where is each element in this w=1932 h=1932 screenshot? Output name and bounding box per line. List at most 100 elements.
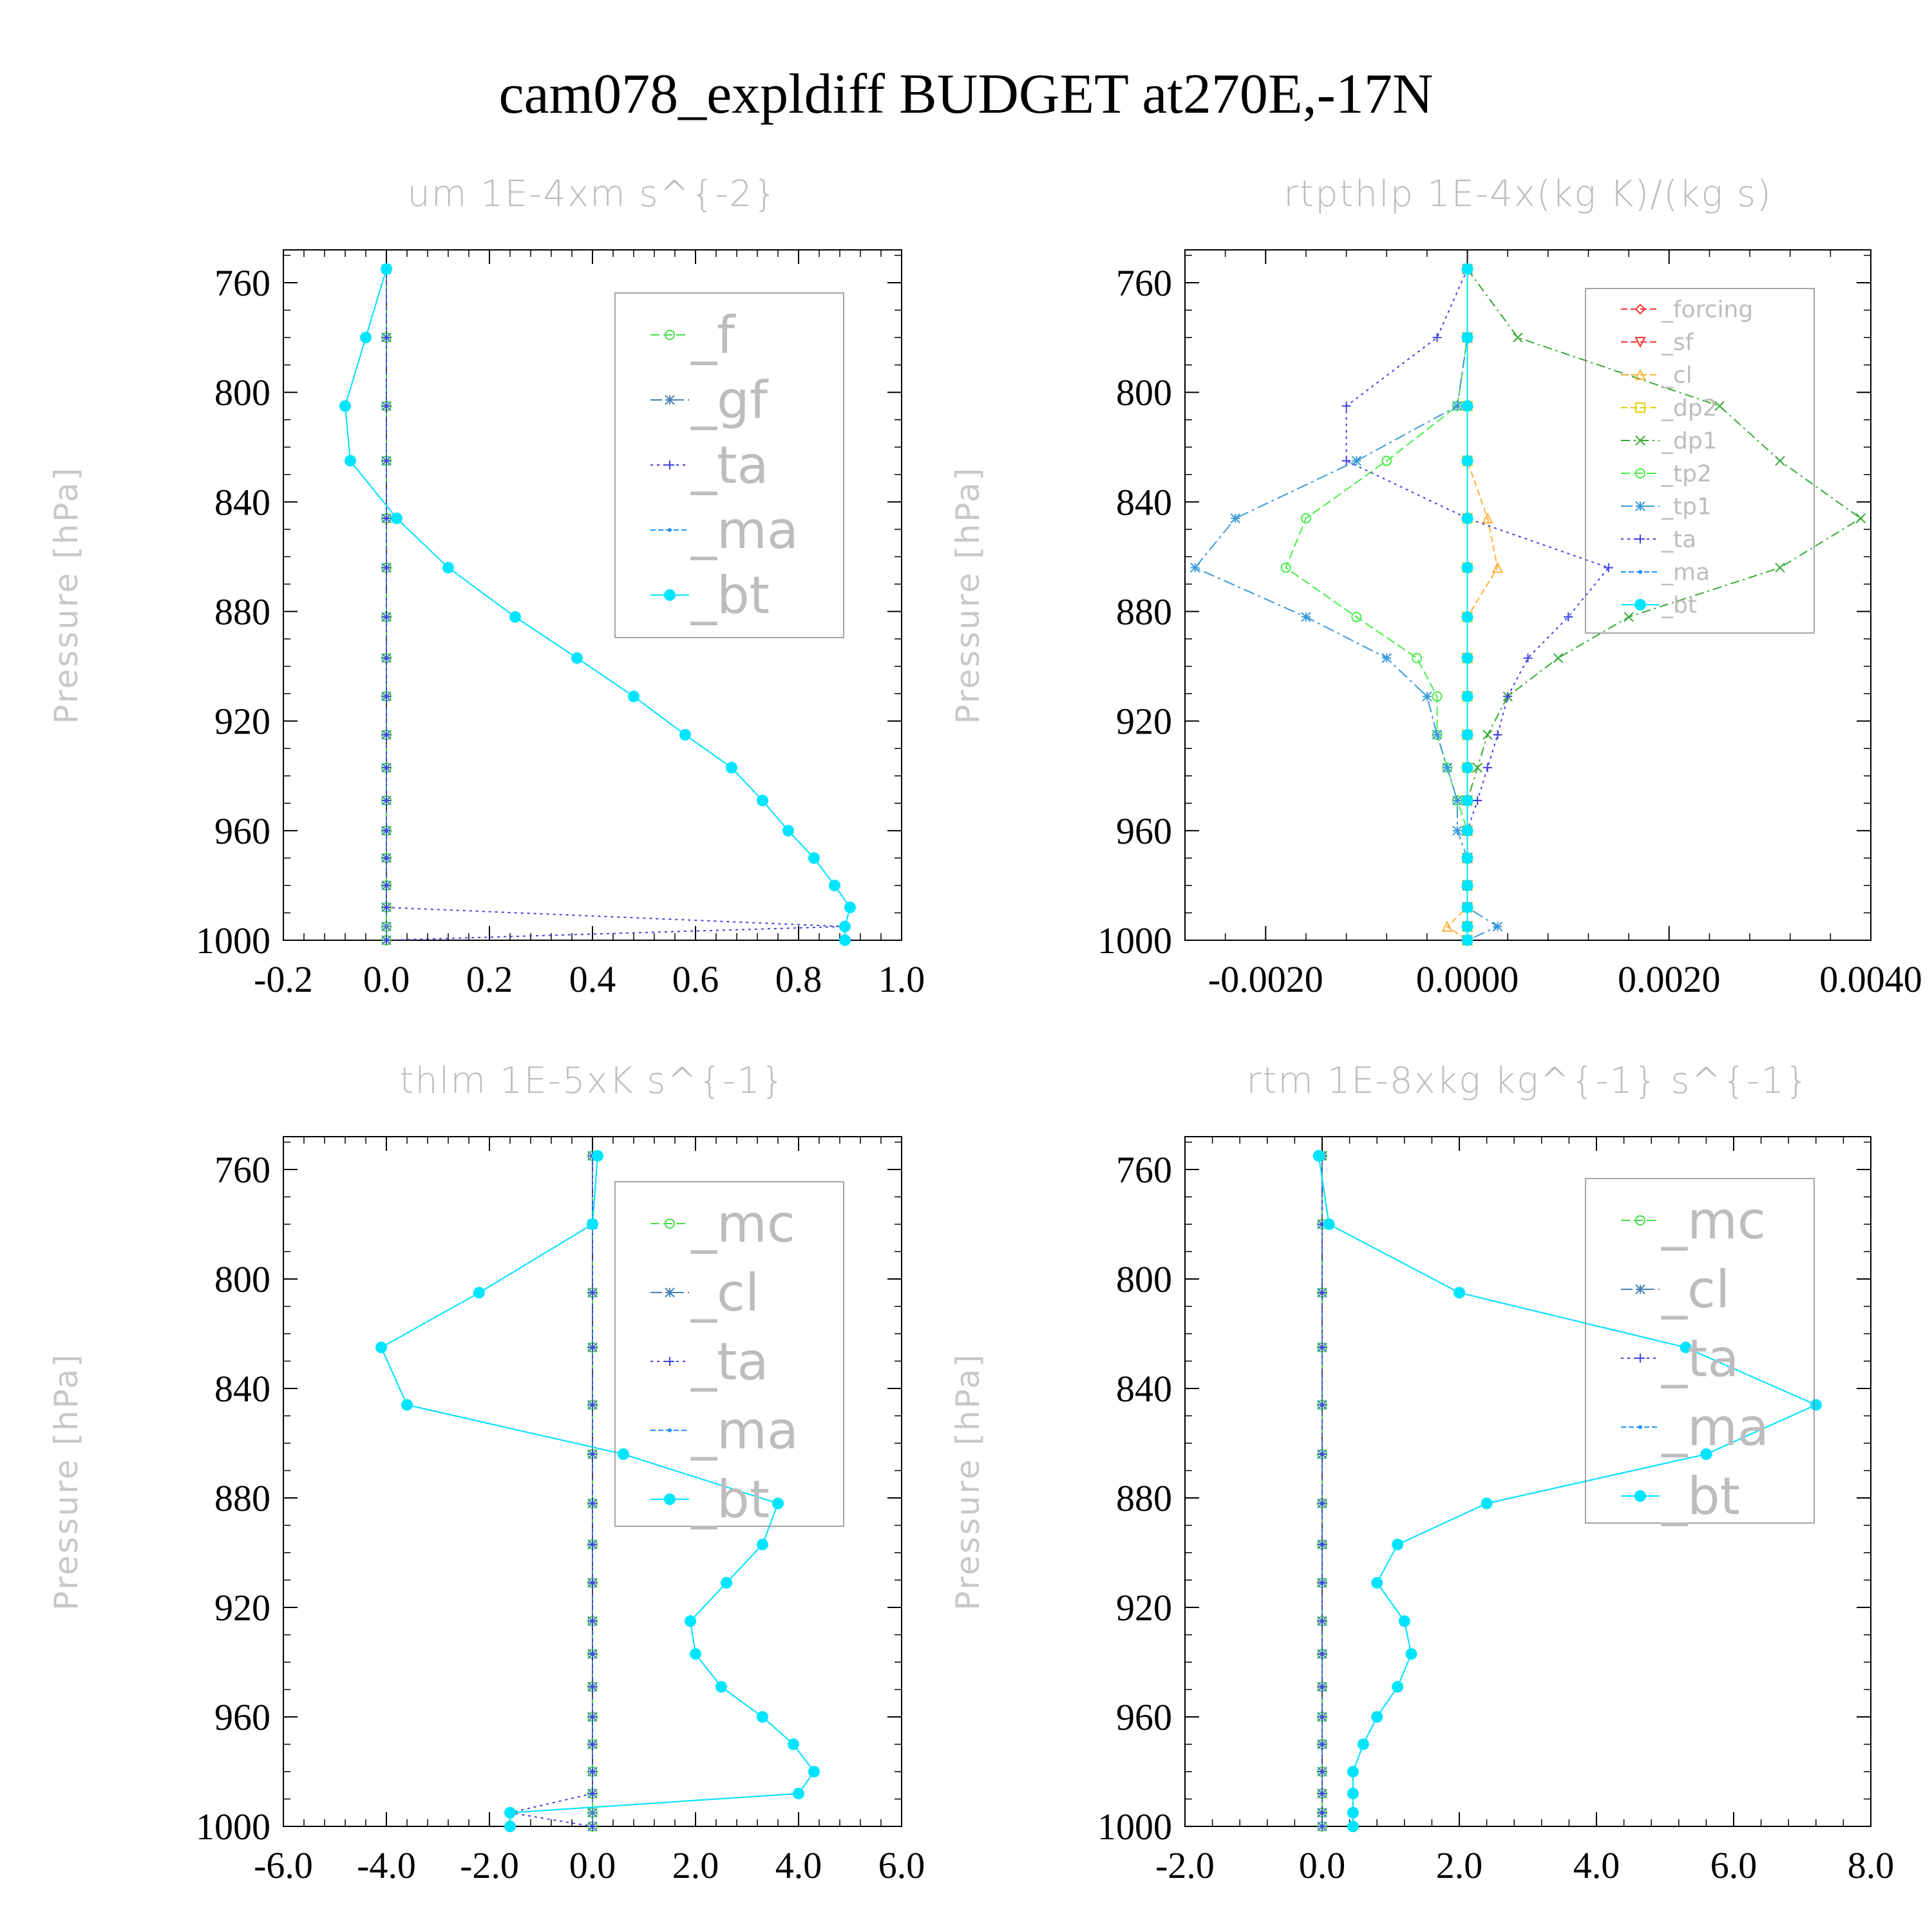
y-tick-label: 920 (214, 1587, 270, 1629)
data-point (1523, 653, 1533, 663)
data-point (808, 1766, 820, 1777)
series-ta (506, 1151, 597, 1831)
data-point (382, 853, 391, 863)
series-line (344, 269, 851, 940)
data-point (628, 690, 639, 703)
y-tick-label: 960 (1116, 810, 1172, 852)
legend-marker (665, 1287, 675, 1298)
legend-label: _dp1 (1661, 428, 1718, 455)
y-axis-label: Pressure [hPa] (48, 1352, 85, 1611)
y-tick-label: 760 (214, 262, 270, 304)
legend-marker (1634, 337, 1646, 348)
legend-marker (1638, 1425, 1642, 1429)
data-point (1461, 879, 1473, 891)
data-point (382, 730, 391, 739)
data-point (1810, 1399, 1822, 1411)
series-tp2 (1280, 263, 1473, 945)
data-point (588, 1288, 597, 1298)
data-point (588, 1343, 597, 1352)
panel-2: rtpthlp 1E-4x(kg K)/(kg s) Pressure [hPa]… (949, 173, 1922, 1000)
y-tick-label: 880 (1116, 1477, 1172, 1519)
panels: um 1E-4xm s^{-2} Pressure [hPa] 760 800 840 8… (48, 173, 1922, 1886)
data-point (1381, 455, 1392, 466)
data-point (588, 1400, 597, 1410)
figure-title: cam078_expldiff BUDGET at270E,-17N (499, 63, 1434, 126)
legend-box (1585, 288, 1815, 634)
data-point (1312, 1150, 1325, 1162)
x-tick-label: 0.0000 (1416, 958, 1519, 1000)
panel-3: thlm 1E-5xK s^{-1} Pressure [hPa] 760 800 84… (48, 1060, 925, 1886)
panel-title: rtm 1E-8xkg kg^{-1} s^{-1} (1246, 1060, 1809, 1102)
data-point (1714, 401, 1725, 412)
legend-box (614, 292, 844, 638)
data-point (588, 1767, 597, 1776)
legend-marker (1635, 1284, 1645, 1294)
data-point (1461, 920, 1473, 933)
legend-label: _bt (690, 1470, 770, 1530)
legend-label: _tp1 (1661, 494, 1712, 520)
series-bt (1461, 263, 1473, 946)
legend-marker (668, 528, 672, 532)
y-tick-label: 1000 (1097, 1806, 1172, 1848)
y-tick-label: 1000 (196, 1806, 270, 1848)
x-tick-label: 4.0 (1573, 1844, 1620, 1886)
legend: _forcing _sf _cl _dp2 _dp1 _tp2 _tp1 _ta _ma _bt (1585, 288, 1815, 634)
data-point (1482, 763, 1492, 772)
x-tick-label: -2.0 (460, 1844, 519, 1886)
data-point (382, 513, 391, 523)
legend-label: _cl (1661, 1260, 1730, 1320)
legend-label: _ta (690, 1332, 768, 1392)
data-point (1318, 1808, 1327, 1817)
panel-4: rtm 1E-8xkg kg^{-1} s^{-1} Pressure [hPa]… (949, 1060, 1894, 1886)
y-axis-label: Pressure [hPa] (48, 466, 85, 724)
data-point (618, 1448, 629, 1460)
legend-marker (665, 1357, 674, 1366)
series-line (1446, 269, 1499, 941)
data-point (592, 1150, 603, 1162)
panel-1: um 1E-4xm s^{-2} Pressure [hPa] 760 800 840 8… (48, 173, 925, 1000)
legend-label: _cl (690, 1263, 759, 1323)
y-tick-label: 800 (1116, 372, 1172, 413)
legend-marker (1636, 535, 1645, 544)
x-tick-label: 0.0 (1299, 1844, 1346, 1886)
data-point (1461, 332, 1473, 344)
data-point (1318, 1712, 1327, 1721)
data-point (1318, 1767, 1327, 1776)
data-point (382, 563, 391, 573)
data-point (839, 920, 851, 933)
data-point (339, 400, 351, 412)
data-point (1461, 562, 1473, 574)
data-point (588, 1540, 597, 1549)
data-point (1318, 1682, 1327, 1692)
data-point (588, 1682, 597, 1692)
data-point (1318, 1499, 1327, 1508)
legend-marker (668, 1428, 672, 1432)
data-point (844, 901, 856, 913)
data-point (382, 936, 391, 945)
data-point (588, 1649, 597, 1659)
legend-label: _ma (1661, 560, 1710, 586)
data-point (1461, 652, 1473, 664)
data-point (1318, 1649, 1327, 1659)
series-ta (382, 264, 849, 945)
series-line (1318, 1155, 1818, 1826)
plot-frame (283, 249, 902, 941)
series-bt (339, 263, 856, 946)
data-point (1481, 1497, 1493, 1510)
data-point (375, 1341, 387, 1354)
y-tick-label: 760 (1116, 1149, 1172, 1191)
x-tick-label: 0.6 (672, 958, 719, 1000)
y-tick-label: 840 (214, 481, 270, 523)
data-point (1482, 512, 1493, 524)
series-line (344, 269, 851, 940)
y-axis-label: Pressure [hPa] (949, 1352, 987, 1611)
legend-label: _cl (1661, 363, 1692, 389)
data-point (757, 1539, 768, 1551)
legend-label: _bt (1661, 592, 1697, 619)
series-line (1285, 269, 1468, 940)
data-point (1461, 852, 1473, 864)
legend-box (614, 1181, 844, 1527)
x-tick-label: 8.0 (1848, 1844, 1895, 1886)
data-point (382, 612, 391, 622)
